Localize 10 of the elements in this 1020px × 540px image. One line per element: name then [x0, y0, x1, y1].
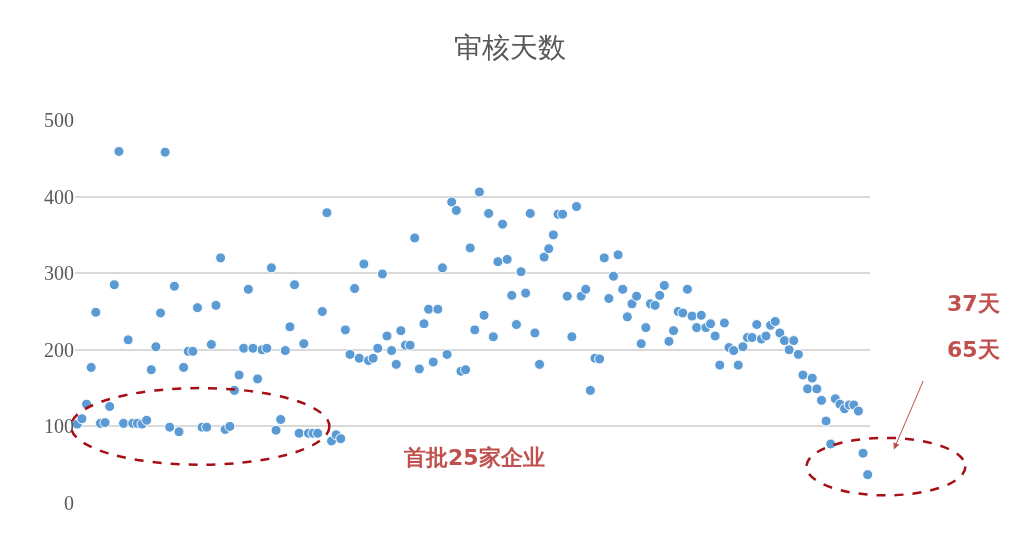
- y-tick-label: 500: [44, 109, 74, 131]
- y-tick-label: 200: [44, 338, 74, 361]
- y-tick-label: 100: [44, 415, 74, 438]
- annotation: 首批25家企业: [403, 445, 545, 470]
- text: 37天: [947, 291, 1000, 316]
- chart-title: 审核天数: [454, 31, 566, 65]
- text: 65天: [947, 337, 1000, 362]
- y-tick-label: 0: [64, 492, 74, 514]
- y-tick-label: 400: [44, 185, 74, 208]
- y-tick-label: 300: [44, 262, 74, 285]
